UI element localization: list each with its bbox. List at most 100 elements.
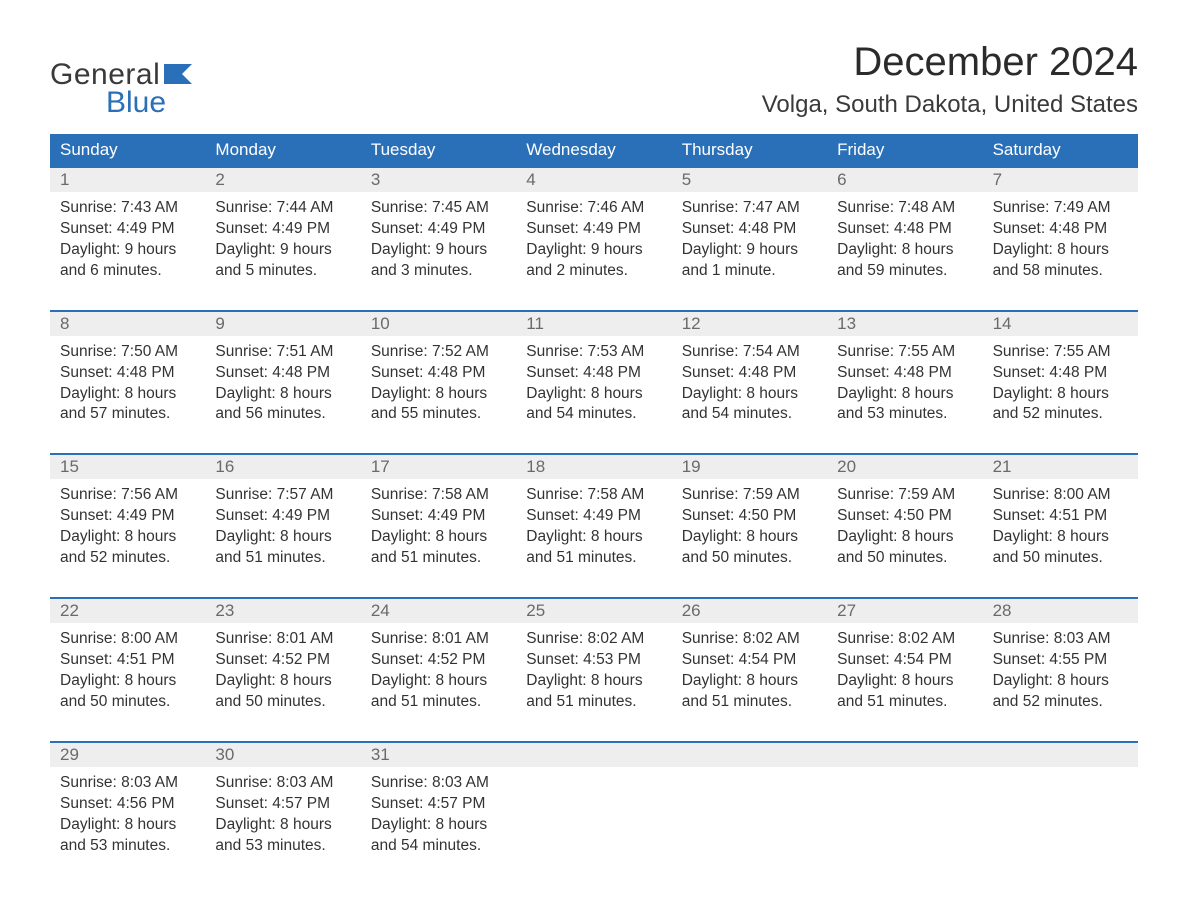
daynum-row: 1234567 [50, 168, 1138, 192]
day-cell: Sunrise: 8:03 AMSunset: 4:57 PMDaylight:… [205, 767, 360, 867]
sunrise-text: Sunrise: 7:45 AM [371, 198, 506, 219]
daylight-line1: Daylight: 9 hours [60, 240, 195, 261]
sunrise-text: Sunrise: 8:02 AM [837, 629, 972, 650]
sunset-text: Sunset: 4:48 PM [682, 219, 817, 240]
daylight-line2: and 6 minutes. [60, 261, 195, 282]
daylight-line1: Daylight: 8 hours [215, 384, 350, 405]
sunrise-text: Sunrise: 8:03 AM [993, 629, 1128, 650]
sunrise-text: Sunrise: 8:01 AM [371, 629, 506, 650]
daylight-line2: and 1 minute. [682, 261, 817, 282]
sunrise-text: Sunrise: 8:02 AM [526, 629, 661, 650]
day-cell: Sunrise: 8:00 AMSunset: 4:51 PMDaylight:… [50, 623, 205, 723]
week-row: 22232425262728Sunrise: 8:00 AMSunset: 4:… [50, 597, 1138, 723]
sunrise-text: Sunrise: 8:03 AM [371, 773, 506, 794]
logo-word2: Blue [106, 86, 192, 120]
day-number: 16 [205, 455, 360, 479]
day-number: 9 [205, 312, 360, 336]
daylight-line1: Daylight: 8 hours [993, 527, 1128, 548]
daylight-line2: and 5 minutes. [215, 261, 350, 282]
sunrise-text: Sunrise: 8:03 AM [60, 773, 195, 794]
day-cell: Sunrise: 7:58 AMSunset: 4:49 PMDaylight:… [361, 479, 516, 579]
day-cell [827, 767, 982, 867]
day-cell: Sunrise: 7:56 AMSunset: 4:49 PMDaylight:… [50, 479, 205, 579]
day-cell: Sunrise: 8:00 AMSunset: 4:51 PMDaylight:… [983, 479, 1138, 579]
daylight-line2: and 51 minutes. [682, 692, 817, 713]
header: General Blue December 2024 Volga, South … [50, 40, 1138, 120]
sunset-text: Sunset: 4:57 PM [215, 794, 350, 815]
location: Volga, South Dakota, United States [762, 91, 1138, 119]
day-number: 1 [50, 168, 205, 192]
sunset-text: Sunset: 4:54 PM [682, 650, 817, 671]
sunrise-text: Sunrise: 7:52 AM [371, 342, 506, 363]
title-block: December 2024 Volga, South Dakota, Unite… [762, 40, 1138, 119]
day-number: 26 [672, 599, 827, 623]
daylight-line1: Daylight: 9 hours [526, 240, 661, 261]
day-number: 27 [827, 599, 982, 623]
day-number: 29 [50, 743, 205, 767]
daylight-line1: Daylight: 8 hours [215, 815, 350, 836]
daylight-line2: and 58 minutes. [993, 261, 1128, 282]
day-cell: Sunrise: 7:53 AMSunset: 4:48 PMDaylight:… [516, 336, 671, 436]
day-cell: Sunrise: 7:49 AMSunset: 4:48 PMDaylight:… [983, 192, 1138, 292]
daylight-line2: and 51 minutes. [526, 692, 661, 713]
day-cell: Sunrise: 7:51 AMSunset: 4:48 PMDaylight:… [205, 336, 360, 436]
daynum-row: 891011121314 [50, 312, 1138, 336]
day-cell: Sunrise: 8:02 AMSunset: 4:53 PMDaylight:… [516, 623, 671, 723]
sunrise-text: Sunrise: 7:59 AM [837, 485, 972, 506]
day-number: 17 [361, 455, 516, 479]
sunrise-text: Sunrise: 7:55 AM [993, 342, 1128, 363]
sunset-text: Sunset: 4:48 PM [837, 363, 972, 384]
day-number: 13 [827, 312, 982, 336]
sunset-text: Sunset: 4:53 PM [526, 650, 661, 671]
day-cell: Sunrise: 8:03 AMSunset: 4:57 PMDaylight:… [361, 767, 516, 867]
day-cell: Sunrise: 7:59 AMSunset: 4:50 PMDaylight:… [672, 479, 827, 579]
daylight-line1: Daylight: 8 hours [993, 240, 1128, 261]
sunrise-text: Sunrise: 7:47 AM [682, 198, 817, 219]
sunset-text: Sunset: 4:49 PM [215, 219, 350, 240]
sunset-text: Sunset: 4:48 PM [682, 363, 817, 384]
weekday-header: Sunday Monday Tuesday Wednesday Thursday… [50, 134, 1138, 166]
sunrise-text: Sunrise: 7:56 AM [60, 485, 195, 506]
day-number [672, 743, 827, 767]
daylight-line2: and 52 minutes. [993, 404, 1128, 425]
sunrise-text: Sunrise: 7:51 AM [215, 342, 350, 363]
day-number: 12 [672, 312, 827, 336]
daylight-line1: Daylight: 8 hours [371, 384, 506, 405]
day-number: 11 [516, 312, 671, 336]
day-cell: Sunrise: 7:57 AMSunset: 4:49 PMDaylight:… [205, 479, 360, 579]
daylight-line1: Daylight: 8 hours [993, 384, 1128, 405]
daylight-line1: Daylight: 8 hours [60, 671, 195, 692]
day-cell: Sunrise: 7:52 AMSunset: 4:48 PMDaylight:… [361, 336, 516, 436]
daylight-line2: and 53 minutes. [837, 404, 972, 425]
sunset-text: Sunset: 4:52 PM [215, 650, 350, 671]
daylight-line1: Daylight: 9 hours [682, 240, 817, 261]
day-cell: Sunrise: 7:45 AMSunset: 4:49 PMDaylight:… [361, 192, 516, 292]
day-cell: Sunrise: 7:55 AMSunset: 4:48 PMDaylight:… [983, 336, 1138, 436]
daylight-line1: Daylight: 8 hours [837, 671, 972, 692]
daylight-line2: and 50 minutes. [682, 548, 817, 569]
day-number: 18 [516, 455, 671, 479]
day-number: 8 [50, 312, 205, 336]
daylight-line2: and 51 minutes. [371, 692, 506, 713]
day-cell [983, 767, 1138, 867]
daylight-line1: Daylight: 8 hours [526, 384, 661, 405]
week-row: 15161718192021Sunrise: 7:56 AMSunset: 4:… [50, 453, 1138, 579]
sunrise-text: Sunrise: 7:55 AM [837, 342, 972, 363]
day-number: 10 [361, 312, 516, 336]
sunset-text: Sunset: 4:51 PM [60, 650, 195, 671]
sunset-text: Sunset: 4:49 PM [215, 506, 350, 527]
daylight-line2: and 53 minutes. [60, 836, 195, 857]
daylight-line2: and 51 minutes. [837, 692, 972, 713]
day-number: 19 [672, 455, 827, 479]
month-title: December 2024 [762, 40, 1138, 85]
weekday-saturday: Saturday [983, 134, 1138, 166]
daylight-line1: Daylight: 8 hours [60, 384, 195, 405]
sunset-text: Sunset: 4:51 PM [993, 506, 1128, 527]
daynum-row: 15161718192021 [50, 455, 1138, 479]
sunrise-text: Sunrise: 7:57 AM [215, 485, 350, 506]
sunrise-text: Sunrise: 8:01 AM [215, 629, 350, 650]
sunrise-text: Sunrise: 7:58 AM [526, 485, 661, 506]
sunset-text: Sunset: 4:48 PM [371, 363, 506, 384]
day-cell: Sunrise: 8:01 AMSunset: 4:52 PMDaylight:… [205, 623, 360, 723]
sunset-text: Sunset: 4:48 PM [526, 363, 661, 384]
